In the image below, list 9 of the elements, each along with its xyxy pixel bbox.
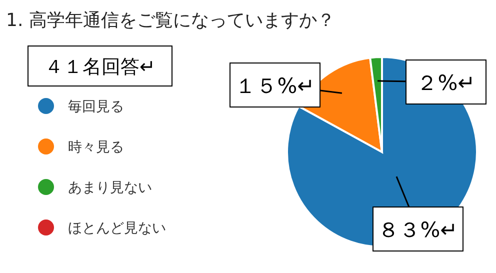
data-label: ８３%↵: [378, 218, 458, 242]
text: ４１名回答↵: [44, 56, 156, 78]
data-label: ２%↵: [416, 71, 476, 95]
legend-label: 時々見る: [68, 140, 124, 156]
legend-label: ほとんど見ない: [68, 220, 166, 236]
legend-label: 毎回見る: [68, 99, 124, 115]
chart-title: 1. 高学年通信をご覧になっていますか？: [6, 10, 335, 31]
data-label: １５%↵: [235, 74, 315, 98]
legend-label: あまり見ない: [68, 180, 152, 196]
